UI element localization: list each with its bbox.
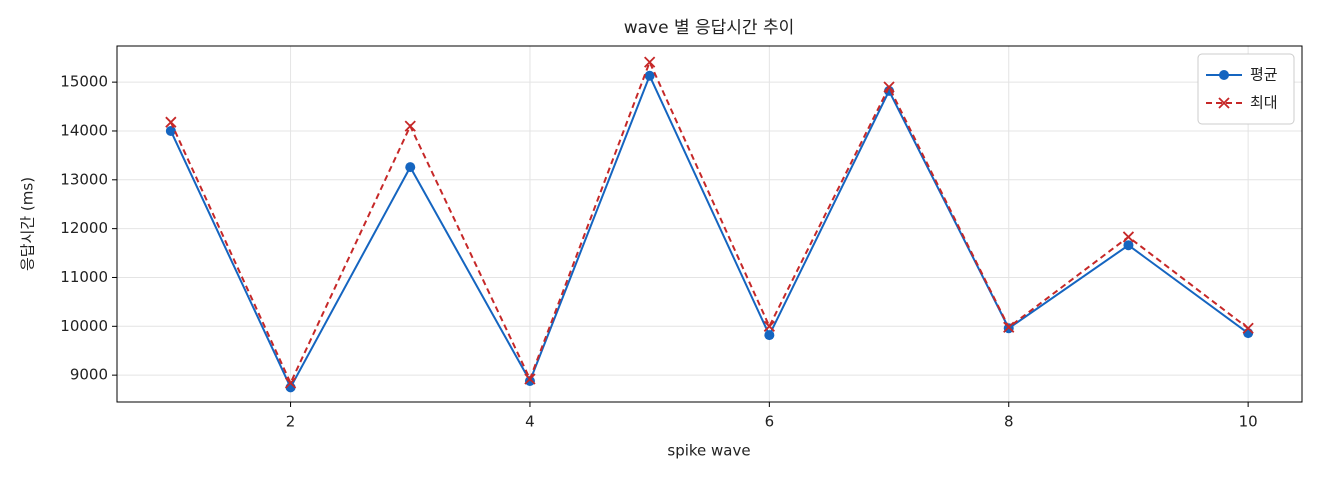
legend-marker (1218, 97, 1230, 109)
marker (1122, 231, 1135, 243)
series-line (169, 73, 1249, 390)
marker (404, 120, 416, 132)
y-tick-label: 9000 (70, 366, 108, 384)
marker (644, 70, 655, 81)
marker (284, 377, 297, 389)
marker (405, 162, 416, 173)
y-tick-label: 12000 (60, 219, 108, 237)
marker (883, 81, 895, 93)
y-axis-label: 응답시간 (ms) (19, 177, 37, 271)
chart-title: wave 별 응답시간 추이 (624, 18, 795, 38)
y-tick-label: 15000 (60, 73, 108, 91)
x-tick-label: 6 (765, 413, 775, 431)
marker (1003, 321, 1015, 333)
plot-frame (116, 45, 1303, 403)
marker (763, 320, 775, 332)
marker (524, 373, 536, 385)
legend-label: 평균 (1250, 66, 1278, 84)
marker (165, 116, 177, 128)
x-tick-label: 2 (286, 413, 296, 431)
marker (1123, 240, 1134, 251)
legend-box (1197, 53, 1295, 125)
x-tick-label: 4 (525, 413, 535, 431)
x-tick-label: 8 (1004, 413, 1014, 431)
y-tick-label: 14000 (60, 121, 108, 139)
legend-marker (1219, 70, 1229, 80)
marker (1242, 322, 1254, 334)
x-axis-label: spike wave (667, 442, 750, 460)
legend-label: 최대 (1250, 94, 1278, 112)
series-line (169, 59, 1249, 386)
x-tick-label: 10 (1239, 413, 1258, 431)
y-tick-label: 13000 (60, 170, 108, 188)
y-tick-label: 11000 (60, 268, 108, 286)
y-tick-label: 10000 (60, 317, 108, 335)
marker (165, 125, 176, 136)
marker (1243, 328, 1254, 339)
marker (644, 56, 656, 68)
marker (764, 330, 775, 341)
